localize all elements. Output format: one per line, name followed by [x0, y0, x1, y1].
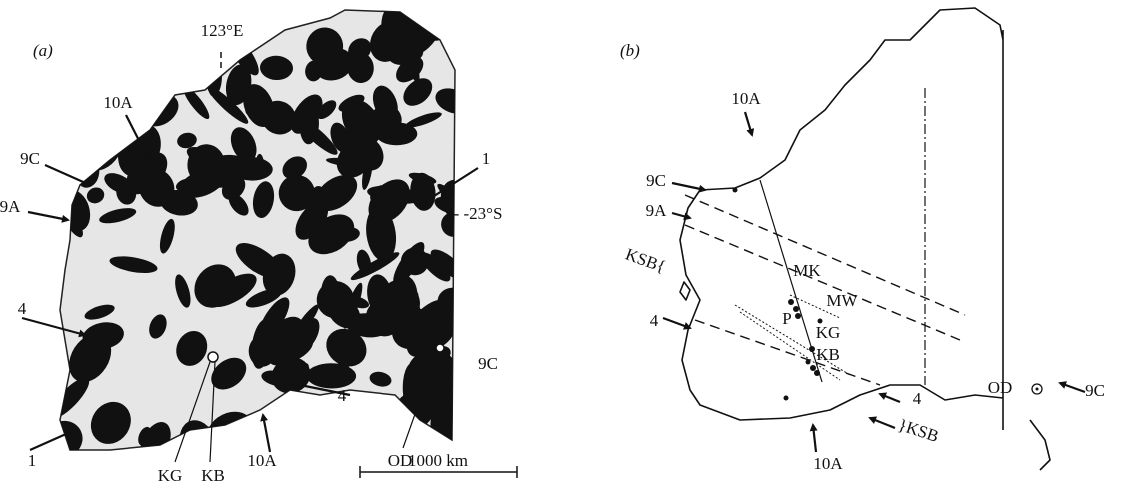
image-patch: [54, 0, 107, 32]
annotation: 1: [28, 451, 37, 470]
image-patch: [277, 424, 306, 466]
annotation: MK: [793, 261, 821, 280]
annotation: KB: [201, 466, 225, 485]
image-patch: [130, 12, 151, 38]
annotation: MW: [826, 291, 858, 310]
image-patch: [169, 47, 207, 85]
image-patch: [97, 69, 124, 91]
annotation: 4: [338, 386, 347, 405]
annotation: 9C: [646, 171, 666, 190]
image-patch: [266, 412, 295, 453]
image-patch: [47, 0, 77, 27]
image-patch: [76, 1, 124, 47]
arrow: [28, 212, 68, 220]
arrow: [263, 415, 270, 452]
image-patch: [103, 16, 139, 73]
annotation: 10A: [103, 93, 133, 112]
image-patch: [70, 106, 97, 133]
image-patch: [121, 0, 156, 29]
figure: (a) (b) 1000 km 123°E 10A 9C 9A 1 - -23°S 4 1 KG KB 1…: [0, 0, 1122, 487]
image-patch: [159, 9, 182, 20]
annotation: 10A: [247, 451, 277, 470]
arrow: [1060, 383, 1085, 392]
annotation: 9C: [20, 149, 40, 168]
image-patch: [98, 36, 121, 64]
annotation: KB: [816, 345, 840, 364]
image-patch: [314, 412, 357, 455]
image-patch: [344, 425, 384, 469]
outline-map: [680, 8, 1050, 470]
annotation: 1: [482, 149, 491, 168]
annotation: P: [782, 309, 791, 328]
image-patch: [316, 441, 337, 461]
image-patch: [74, 0, 127, 44]
image-patch: [49, 53, 86, 81]
annotation: OD: [988, 378, 1013, 397]
annotation: - -23°S: [454, 204, 503, 223]
satellite-image: [36, 0, 517, 478]
annotation: 4: [18, 299, 27, 318]
arrow: [870, 418, 895, 428]
annotation: }KSB: [896, 415, 941, 446]
annotation: OD: [388, 451, 413, 470]
image-patch: [67, 0, 121, 41]
panel-label: (a): [33, 41, 53, 60]
arrow: [813, 425, 816, 452]
annotation: 10A: [731, 89, 761, 108]
annotation: 9C: [478, 354, 498, 373]
image-patch: [359, 431, 376, 447]
annotation: KSB{: [623, 245, 668, 277]
annotation: 9A: [0, 197, 21, 216]
annotation: 4: [650, 311, 659, 330]
annotation: KG: [158, 466, 183, 485]
image-patch: [97, 28, 121, 51]
annotation: 10A: [813, 454, 843, 473]
scale-label: 1000 km: [408, 451, 468, 470]
panel-label: (b): [620, 41, 640, 60]
annotation: KG: [816, 323, 841, 342]
annotation: 123°E: [201, 21, 244, 40]
image-patch: [88, 10, 113, 52]
image-patch: [316, 430, 334, 447]
annotation: 9C: [1085, 381, 1105, 400]
image-patch: [153, 2, 197, 44]
arrow: [745, 112, 752, 135]
image-patch: [265, 0, 306, 30]
arrow: [663, 318, 690, 328]
arrow: [45, 165, 90, 185]
annotation: 9A: [646, 201, 668, 220]
arrow: [880, 394, 900, 402]
image-patch: [121, 7, 144, 31]
annotation: 4: [913, 389, 922, 408]
arrow: [672, 183, 705, 190]
